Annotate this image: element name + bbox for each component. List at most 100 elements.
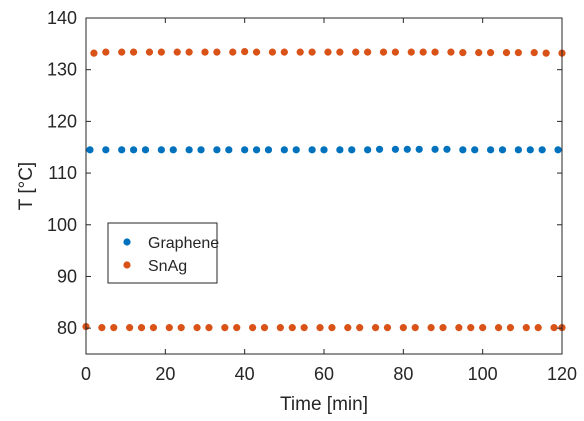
data-point-snag [522,324,530,332]
data-point-snag [431,48,439,56]
data-point-snag [185,48,193,56]
x-tick-label: 100 [468,364,498,384]
data-point-snag [427,324,435,332]
y-tick-label: 80 [57,318,77,338]
data-point-graphene [514,146,522,154]
data-point-snag [308,48,316,56]
data-point-snag [149,324,158,332]
data-point-snag [276,324,284,332]
data-points-layer [82,48,566,332]
data-point-snag [506,324,515,332]
data-point-graphene [391,145,399,153]
data-point-snag [268,48,277,56]
legend-marker-graphene [123,238,131,246]
data-point-snag [324,48,332,56]
legend-label-graphene: Graphene [148,235,219,252]
data-point-snag [280,48,288,56]
legend: Graphene SnAg [107,222,219,284]
data-point-graphene [86,146,94,154]
data-point-snag [419,48,427,56]
data-point-snag [379,48,388,56]
data-point-graphene [320,146,328,154]
x-axis-label: Time [min] [280,394,368,415]
data-point-snag [165,324,173,332]
y-tick-label: 140 [47,8,77,28]
x-tick-label: 20 [155,364,175,384]
data-point-graphene [431,145,439,153]
data-point-snag [534,324,542,332]
data-point-graphene [213,146,221,154]
data-point-snag [336,48,344,56]
data-point-snag [475,49,483,57]
data-point-snag [145,48,154,56]
data-point-graphene [118,146,126,154]
data-point-graphene [197,146,205,154]
data-point-snag [201,48,209,56]
series-snag-2 [82,323,566,332]
x-tick-label: 60 [314,364,334,384]
y-tick-label: 130 [47,60,77,80]
data-point-snag [249,324,257,332]
axis-ticks: 0 20 40 60 80 100 120 80 90 100 110 120 130 140 [47,8,577,384]
data-point-snag [407,48,415,56]
legend-label-snag: SnAg [148,258,187,275]
data-point-snag [530,49,538,57]
data-point-graphene [252,146,261,154]
data-point-snag [213,48,221,56]
data-point-snag [130,48,138,56]
data-point-graphene [498,146,507,154]
data-point-graphene [554,146,562,154]
data-point-snag [110,324,118,332]
data-point-graphene [185,146,193,154]
data-point-graphene [487,146,495,154]
y-axis-label: T [°C] [16,162,37,210]
data-point-snag [455,324,463,332]
data-point-graphene [336,146,344,154]
x-tick-label: 0 [81,364,91,384]
x-tick-label: 120 [547,364,577,384]
series-graphene-0 [86,145,562,154]
data-point-snag [411,324,419,332]
data-point-snag [328,324,336,332]
data-point-snag [102,48,110,56]
legend-box [107,222,218,284]
x-tick-label: 40 [235,364,255,384]
data-point-snag [467,324,475,332]
data-point-snag [205,324,213,332]
data-point-snag [383,324,392,332]
data-point-snag [352,48,360,56]
data-point-graphene [348,146,356,154]
data-point-snag [399,324,407,332]
data-point-snag [193,324,201,332]
data-point-graphene [526,146,534,154]
data-point-graphene [375,145,384,153]
y-tick-label: 110 [48,163,77,183]
data-point-graphene [415,145,423,153]
data-point-graphene [141,146,150,154]
data-point-graphene [471,146,479,154]
data-point-graphene [157,146,165,154]
data-point-snag [229,48,237,56]
data-point-snag [300,324,308,332]
data-point-snag [233,324,241,332]
data-point-snag [98,324,106,332]
data-point-snag [487,49,495,57]
data-point-snag [356,324,364,332]
data-point-snag [260,324,269,332]
data-point-snag [316,324,324,332]
data-point-snag [344,324,352,332]
data-point-snag [371,324,380,332]
data-point-snag [391,48,399,56]
data-point-snag [479,324,487,332]
data-point-snag [439,324,447,332]
plot-frame [85,17,563,355]
y-tick-label: 90 [57,266,77,286]
data-point-graphene [403,145,411,153]
x-tick-label: 80 [393,364,413,384]
data-point-snag [459,49,467,57]
data-point-graphene [102,146,110,154]
data-point-snag [494,324,503,332]
data-point-graphene [264,146,273,154]
